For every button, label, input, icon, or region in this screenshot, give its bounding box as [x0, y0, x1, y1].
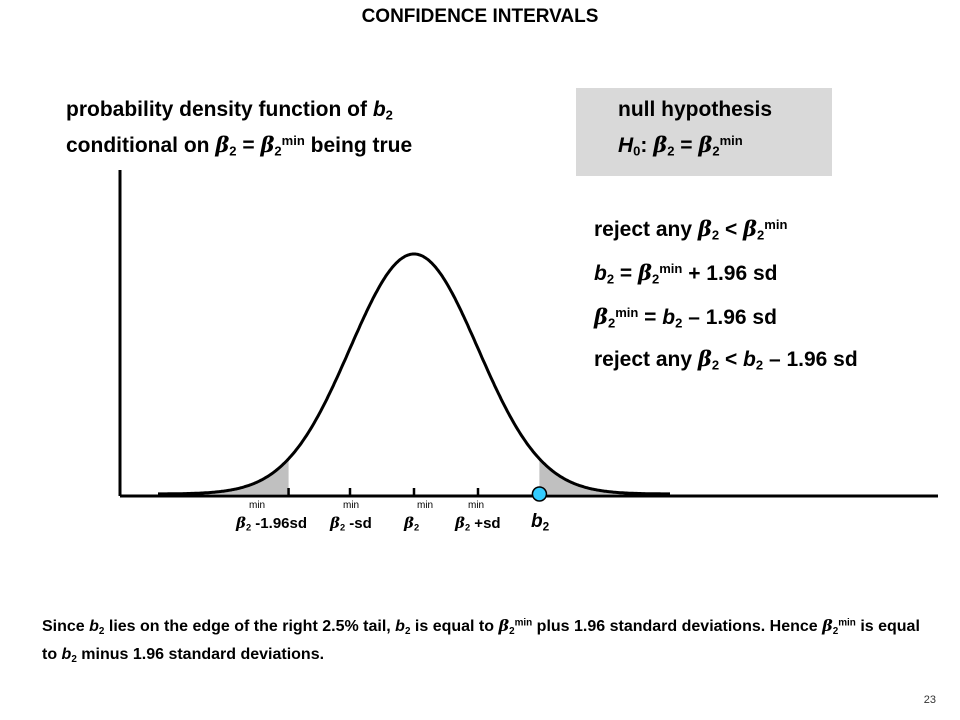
caption-text: Since b2 lies on the edge of the right 2…	[42, 616, 920, 665]
page-number: 23	[923, 694, 936, 706]
null-hypothesis-box	[576, 88, 832, 176]
b2-marker[interactable]	[531, 486, 548, 502]
density-curve	[158, 252, 670, 496]
left-tail-area	[158, 458, 289, 494]
reject-line-2: reject any β2 < b2 – 1.96 sd	[594, 346, 858, 373]
tick-label-b2: b2	[531, 511, 550, 534]
tick-label-center: min β2	[404, 500, 434, 533]
reject-line-1: reject any β2 < β2min	[594, 216, 788, 243]
tick-label-minus-sd: min β2 -sd	[330, 500, 372, 533]
slide-title: CONFIDENCE INTERVALS	[361, 6, 599, 27]
tick-label-minus-1-96sd: min β2 -1.96sd	[236, 500, 308, 533]
equation-beta2min: β2min = b2 – 1.96 sd	[594, 304, 777, 331]
tick-label-plus-sd: min β2 +sd	[455, 500, 501, 533]
null-hypothesis-title: null hypothesis	[618, 98, 773, 121]
pdf-label-line2: conditional on β2 = β2min being true	[66, 132, 413, 159]
null-hypothesis-statement: H0: β2 = β2min	[618, 132, 743, 159]
equation-b2: b2 = β2min + 1.96 sd	[594, 260, 778, 287]
right-tail-area	[539, 458, 670, 494]
pdf-label-line1: probability density function of b2	[66, 98, 393, 123]
